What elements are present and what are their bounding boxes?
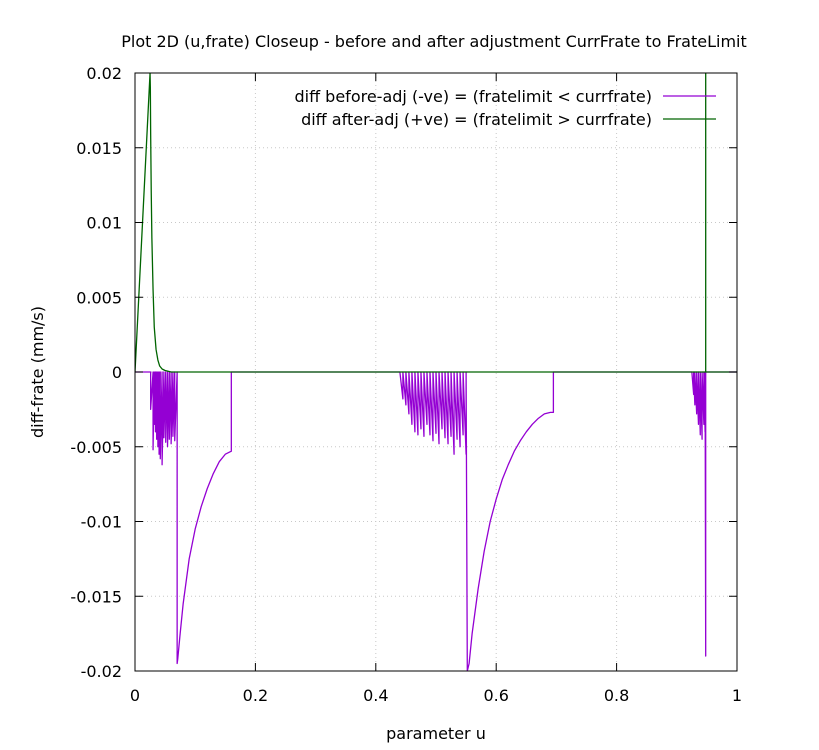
x-axis-label: parameter u [386, 724, 486, 743]
series-layer [135, 73, 737, 671]
y-tick-label: 0 [112, 363, 122, 382]
y-tick-label: -0.015 [70, 587, 122, 606]
y-tick-label: 0.01 [86, 214, 122, 233]
y-tick-label: -0.01 [81, 513, 122, 532]
legend-label-1: diff before-adj (-ve) = (fratelimit < cu… [294, 87, 652, 106]
x-tick-label: 0 [130, 686, 140, 705]
legend-label-2: diff after-adj (+ve) = (fratelimit > cur… [301, 110, 652, 129]
y-axis-label: diff-frate (mm/s) [28, 306, 47, 438]
x-tick-label: 0.8 [604, 686, 629, 705]
x-tick-label: 0.2 [243, 686, 268, 705]
x-tick-label: 0.6 [483, 686, 508, 705]
ticks: 0 0.2 0.4 0.6 0.8 1 -0.02 -0.015 -0.01 -0.005 0 0.0… [70, 64, 742, 705]
series-line-2 [135, 73, 737, 373]
y-tick-label: -0.02 [81, 662, 122, 681]
x-tick-label: 1 [732, 686, 742, 705]
series-line-1 [135, 371, 737, 671]
chart-title: Plot 2D (u,frate) Closeup - before and a… [121, 32, 747, 51]
y-tick-label: 0.015 [76, 139, 122, 158]
y-tick-label: -0.005 [70, 438, 122, 457]
y-tick-label: 0.005 [76, 288, 122, 307]
legend: diff before-adj (-ve) = (fratelimit < cu… [294, 87, 716, 129]
y-tick-label: 0.02 [86, 64, 122, 83]
x-tick-label: 0.4 [363, 686, 388, 705]
